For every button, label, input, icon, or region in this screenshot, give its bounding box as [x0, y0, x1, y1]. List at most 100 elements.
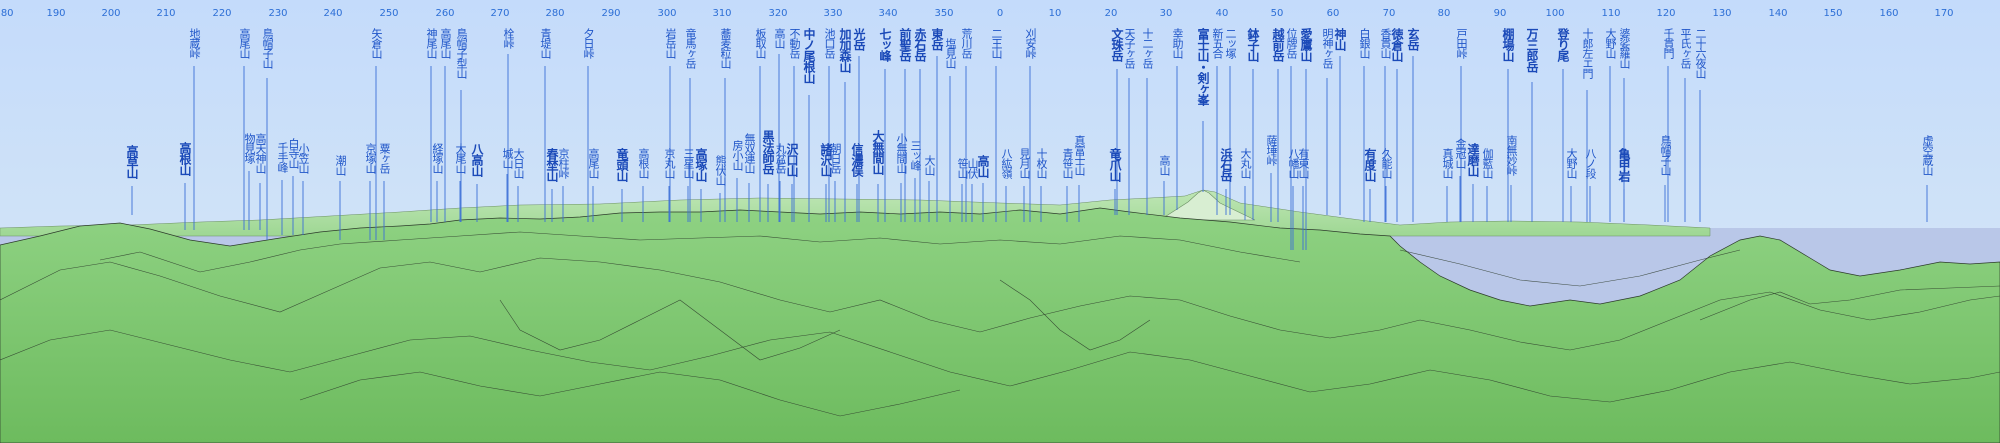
peak-label[interactable]: 位牌岳 [1285, 28, 1298, 58]
peak-label[interactable]: 青堤山 [539, 28, 552, 58]
peak-label[interactable]: 浜石岳 [1219, 148, 1233, 181]
peak-label[interactable]: 信濃俣 [850, 143, 864, 176]
peak-label[interactable]: 玄岳 [1406, 28, 1420, 50]
peak-label[interactable]: 荒川岳 [960, 28, 973, 58]
peak-label[interactable]: 三星山 [682, 148, 695, 178]
peak-label[interactable]: 神尾山 [425, 28, 438, 58]
peak-label[interactable]: 大野山 [1565, 148, 1578, 178]
peak-label[interactable]: 文珠岳 [1110, 28, 1124, 61]
peak-label[interactable]: 千貫門 [1662, 28, 1675, 58]
peak-label[interactable]: 大尾山 [454, 143, 467, 173]
peak-label[interactable]: 板取山 [754, 28, 767, 58]
peak-label[interactable]: 棚場山 [1501, 28, 1515, 61]
peak-label[interactable]: 東岳 [930, 28, 944, 50]
peak-label[interactable]: 平氏ヶ岳 [1679, 28, 1692, 68]
peak-label[interactable]: 白銀山 [1358, 28, 1371, 58]
peak-label[interactable]: 鉢子山 [1246, 28, 1260, 61]
peak-label[interactable]: 竜爪山 [1108, 148, 1122, 181]
peak-label[interactable]: 京丸山 [663, 148, 676, 178]
peak-label[interactable]: 笹山 [956, 158, 969, 178]
peak-label[interactable]: 金冠山 [1454, 138, 1467, 168]
peak-label[interactable]: 鳥帽子型山 [455, 28, 468, 78]
peak-label[interactable]: 高根山 [637, 148, 650, 178]
peak-label[interactable]: 大野山 [1604, 28, 1617, 58]
peak-label[interactable]: 丸盆岳 [774, 143, 787, 173]
peak-label[interactable]: 天子ヶ岳 [1123, 28, 1136, 68]
peak-label[interactable]: 加加森山 [838, 28, 852, 72]
peak-label[interactable]: 塩見山 [944, 38, 957, 68]
peak-label[interactable]: 刈安峠 [1024, 28, 1037, 58]
peak-label[interactable]: 二王山 [990, 28, 1003, 58]
peak-label[interactable]: 高尾山 [439, 28, 452, 58]
peak-label[interactable]: 大無間山 [871, 130, 885, 174]
peak-label[interactable]: 大丸山 [1239, 148, 1252, 178]
peak-label[interactable]: 不動岳 [788, 28, 801, 58]
peak-label[interactable]: 有東山 [1297, 148, 1310, 178]
peak-label[interactable]: 沢口山 [785, 143, 799, 176]
peak-label[interactable]: 高尾山 [587, 148, 600, 178]
peak-label[interactable]: 蕎麦粒山 [719, 28, 732, 68]
peak-label[interactable]: 白寺山 [287, 138, 300, 168]
peak-label[interactable]: 諸沢山 [819, 143, 833, 176]
peak-label[interactable]: 鳥帽子山 [261, 28, 274, 68]
peak-label[interactable]: 小笠山 [297, 143, 310, 173]
peak-label[interactable]: 八幡山 [1287, 148, 1300, 178]
peak-label[interactable]: 真城山 [1441, 148, 1454, 178]
peak-label[interactable]: 竜頭山 [615, 148, 629, 181]
peak-label[interactable]: 愛鷹山 [1299, 28, 1313, 61]
peak-label[interactable]: 京塚山 [364, 143, 377, 173]
peak-label[interactable]: 池口岳 [823, 28, 836, 58]
peak-label[interactable]: 二十六夜山 [1694, 28, 1707, 78]
peak-label[interactable]: 前聖岳 [898, 28, 912, 61]
peak-label[interactable]: 虚空蔵山 [1921, 135, 1934, 175]
peak-label[interactable]: 経塚山 [431, 143, 444, 173]
peak-label[interactable]: 熊伏山 [714, 155, 727, 185]
peak-label[interactable]: 潮山 [334, 155, 347, 175]
peak-label[interactable]: 明神ヶ岳 [1321, 28, 1334, 68]
peak-label[interactable]: 大山 [923, 155, 936, 175]
peak-label[interactable]: 高根山 [178, 142, 192, 175]
peak-label[interactable]: 岩岳山 [664, 28, 677, 58]
peak-label[interactable]: 八高山 [470, 143, 484, 176]
peak-label[interactable]: 十郎左エ門 [1581, 28, 1594, 78]
peak-label[interactable]: 千手峰 [276, 142, 289, 172]
peak-label[interactable]: 越前岳 [1271, 28, 1285, 61]
peak-label[interactable]: 京柱峠 [557, 148, 570, 178]
peak-label[interactable]: 七ッ峰 [878, 28, 892, 61]
peak-label[interactable]: 中ノ尾根山 [802, 28, 816, 83]
peak-label[interactable]: 亀甲岩 [1617, 148, 1631, 181]
peak-label[interactable]: 幸助山 [1171, 28, 1184, 58]
peak-label[interactable]: 香貫山 [1379, 28, 1392, 58]
peak-label[interactable]: 小無間山 [895, 133, 908, 173]
peak-label[interactable]: 徳倉山 [1390, 28, 1404, 61]
peak-label[interactable]: 青笹山 [1061, 148, 1074, 178]
peak-label[interactable]: 八ノ段 [1584, 148, 1597, 178]
peak-label[interactable]: 高草山 [125, 145, 139, 178]
peak-label[interactable]: 戸田峠 [1455, 28, 1468, 58]
peak-label[interactable]: 三ッ峰 [909, 140, 922, 170]
peak-label[interactable]: 高塚山 [694, 148, 708, 181]
peak-label[interactable]: 神山 [1333, 28, 1347, 50]
peak-label[interactable]: 高山 [976, 155, 990, 177]
peak-label[interactable]: 光岳 [852, 28, 866, 50]
peak-label[interactable]: 真富士山 [1073, 135, 1086, 175]
peak-label[interactable]: 登り尾 [1556, 28, 1570, 61]
peak-label[interactable]: 高山 [773, 28, 786, 48]
peak-label[interactable]: 高天神山 [254, 133, 267, 173]
peak-label[interactable]: 万三郎岳 [1525, 28, 1539, 72]
peak-label[interactable]: 婆娑羅山 [1618, 28, 1631, 68]
peak-label[interactable]: 十二ヶ岳 [1141, 28, 1154, 68]
peak-label[interactable]: 高尾山 [238, 28, 251, 58]
peak-label[interactable]: 赤石岳 [913, 28, 927, 61]
peak-label[interactable]: 久能山 [1380, 148, 1393, 178]
peak-label[interactable]: 黒法師岳 [761, 130, 775, 174]
peak-label[interactable]: 鳥帽子山 [1659, 135, 1672, 175]
peak-label[interactable]: 十枚山 [1035, 148, 1048, 178]
peak-label[interactable]: 南無妙峠 [1505, 135, 1518, 175]
peak-label[interactable]: 山伏 [966, 158, 979, 178]
peak-label[interactable]: 高山 [1158, 155, 1171, 175]
peak-label[interactable]: 伽藍山 [1481, 148, 1494, 178]
peak-label[interactable]: 栓峠 [502, 28, 515, 48]
peak-label[interactable]: 大日山 [512, 148, 525, 178]
